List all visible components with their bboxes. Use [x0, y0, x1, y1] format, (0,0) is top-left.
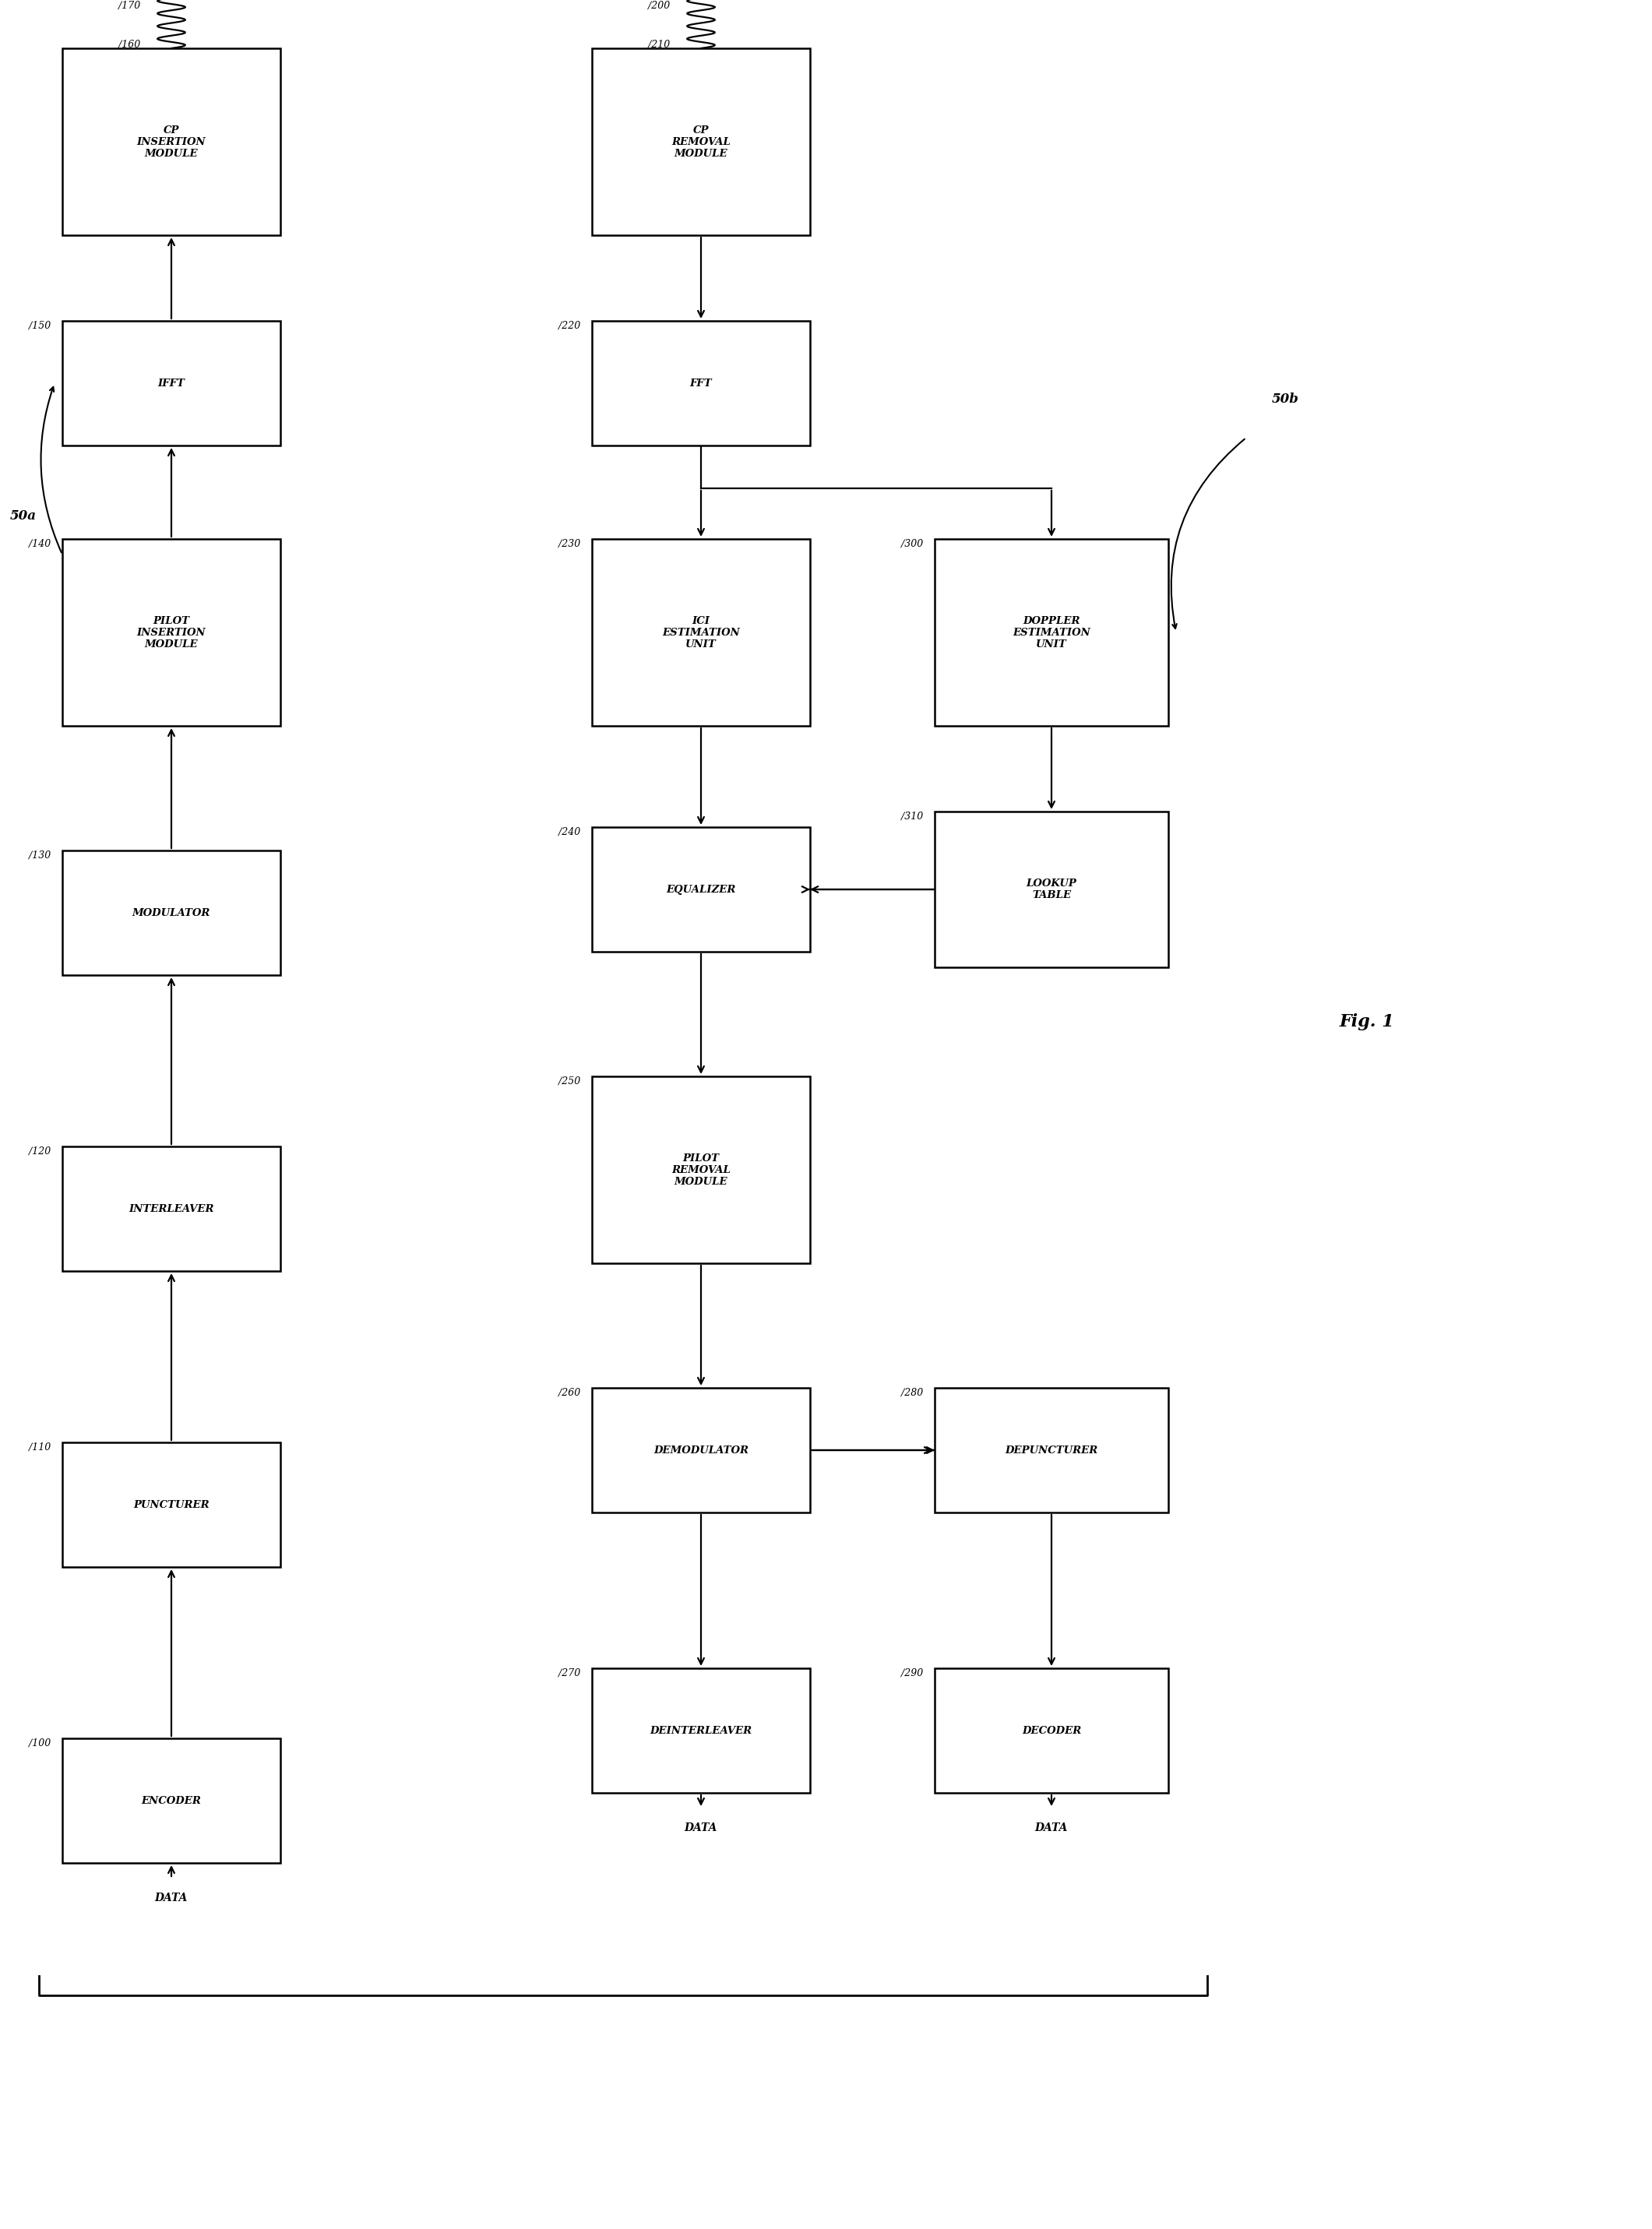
Text: ∕290: ∕290	[900, 1667, 923, 1678]
Text: DEMODULATOR: DEMODULATOR	[654, 1444, 748, 1456]
Text: ∕150: ∕150	[28, 321, 51, 330]
Bar	[591, 827, 809, 952]
Bar	[935, 539, 1168, 727]
Text: Fig. 1: Fig. 1	[1340, 1014, 1394, 1030]
Text: ∕140: ∕140	[28, 539, 51, 548]
Text: FFT: FFT	[691, 379, 712, 388]
Text: ENCODER: ENCODER	[142, 1797, 202, 1805]
Text: 50a: 50a	[10, 508, 36, 522]
Text: ∕120: ∕120	[28, 1146, 51, 1157]
Text: 50b: 50b	[1272, 392, 1298, 406]
Bar	[591, 1077, 809, 1264]
Text: ∕260: ∕260	[558, 1389, 580, 1398]
Text: ∕210: ∕210	[648, 40, 669, 49]
Text: EQUALIZER: EQUALIZER	[666, 885, 735, 894]
Text: ∕280: ∕280	[900, 1389, 923, 1398]
Text: ICI
ESTIMATION
UNIT: ICI ESTIMATION UNIT	[662, 615, 740, 649]
Text: CP
REMOVAL
MODULE: CP REMOVAL MODULE	[671, 125, 730, 158]
Text: ∕110: ∕110	[28, 1442, 51, 1453]
Text: ∕230: ∕230	[558, 539, 580, 548]
Text: LOOKUP
TABLE: LOOKUP TABLE	[1026, 878, 1077, 901]
Text: ∕160: ∕160	[119, 40, 140, 49]
Bar	[935, 811, 1168, 967]
Text: PILOT
INSERTION
MODULE: PILOT INSERTION MODULE	[137, 615, 206, 649]
Text: DEINTERLEAVER: DEINTERLEAVER	[649, 1725, 752, 1736]
Bar	[935, 1667, 1168, 1792]
Text: DEPUNCTURER: DEPUNCTURER	[1004, 1444, 1099, 1456]
Text: DATA: DATA	[155, 1892, 188, 1904]
Text: DATA: DATA	[684, 1823, 717, 1834]
Text: CP
INSERTION
MODULE: CP INSERTION MODULE	[137, 125, 206, 158]
Text: IFFT: IFFT	[159, 379, 185, 388]
Bar	[63, 851, 281, 974]
Text: MODULATOR: MODULATOR	[132, 907, 210, 918]
Bar	[591, 49, 809, 236]
Text: ∕250: ∕250	[558, 1077, 580, 1086]
Text: ∕170: ∕170	[119, 0, 140, 11]
Text: ∕240: ∕240	[558, 827, 580, 838]
Text: ∕100: ∕100	[28, 1739, 51, 1748]
Bar	[591, 1389, 809, 1513]
Text: ∕310: ∕310	[900, 811, 923, 823]
Bar	[63, 321, 281, 446]
Text: ∕220: ∕220	[558, 321, 580, 330]
Text: DECODER: DECODER	[1023, 1725, 1080, 1736]
Bar	[591, 539, 809, 727]
Bar	[63, 1442, 281, 1567]
Bar	[63, 1146, 281, 1271]
Bar	[591, 1667, 809, 1792]
Bar	[63, 49, 281, 236]
Text: ∕300: ∕300	[900, 539, 923, 548]
Text: INTERLEAVER: INTERLEAVER	[129, 1204, 215, 1215]
Text: PILOT
REMOVAL
MODULE: PILOT REMOVAL MODULE	[671, 1152, 730, 1186]
Bar	[935, 1389, 1168, 1513]
Text: ∕270: ∕270	[558, 1667, 580, 1678]
Text: ∕130: ∕130	[28, 851, 51, 860]
Text: ∕200: ∕200	[648, 0, 669, 11]
Text: DATA: DATA	[1036, 1823, 1067, 1834]
Bar	[63, 1739, 281, 1863]
Bar	[63, 539, 281, 727]
Text: DOPPLER
ESTIMATION
UNIT: DOPPLER ESTIMATION UNIT	[1013, 615, 1090, 649]
Bar	[591, 321, 809, 446]
Text: PUNCTURER: PUNCTURER	[134, 1500, 210, 1509]
